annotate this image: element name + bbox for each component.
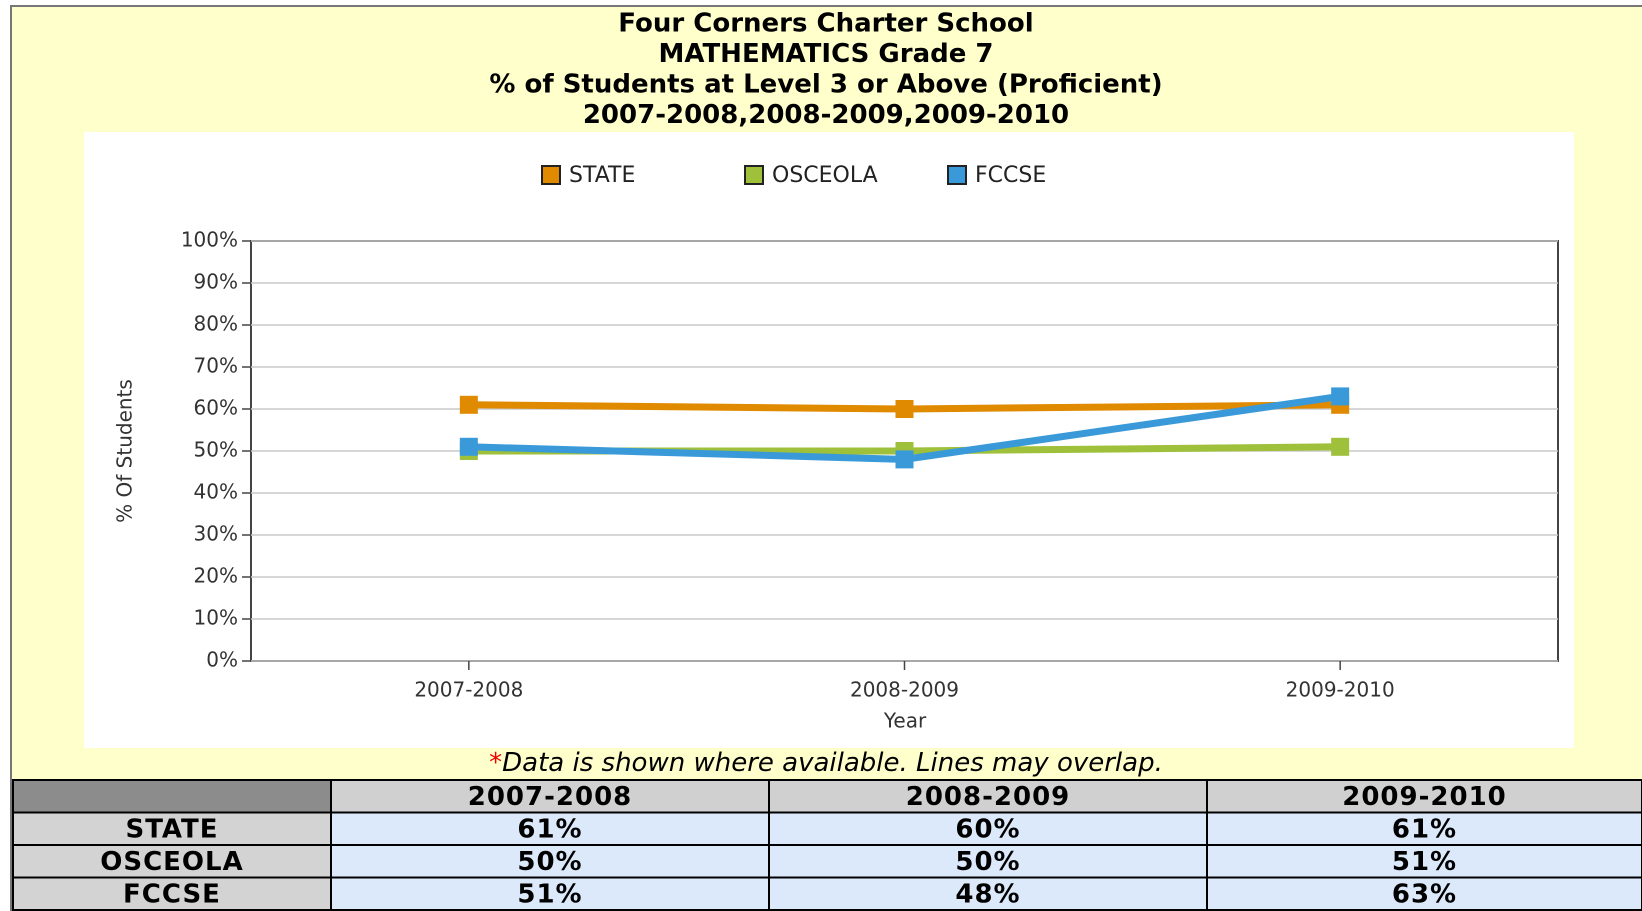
table-row-label: OSCEOLA (100, 847, 243, 877)
x-tick-label: 2007-2008 (414, 678, 523, 702)
point-marker (459, 437, 478, 456)
chart-title: Four Corners Charter School (618, 9, 1033, 39)
point-marker (1331, 437, 1350, 456)
table-value: 51% (517, 879, 582, 909)
y-tick-label: 70% (194, 354, 238, 378)
note-mark: * (489, 748, 502, 778)
y-tick-label: 30% (194, 522, 238, 546)
table-value: 61% (517, 814, 582, 844)
table-value: 50% (955, 847, 1020, 877)
y-tick-label: 50% (194, 438, 238, 462)
y-tick-label: 40% (194, 480, 238, 504)
y-tick-label: 0% (206, 648, 238, 672)
table-cell (330, 844, 770, 879)
legend-swatch (541, 165, 561, 185)
table-cell (330, 876, 770, 911)
table-cell (1206, 811, 1642, 846)
legend-label: OSCEOLA (772, 163, 878, 188)
table-value: 60% (955, 814, 1020, 844)
legend-label: STATE (569, 163, 635, 188)
chart-title: 2007-2008,2008-2009,2009-2010 (583, 100, 1069, 130)
table-row-label: FCCSE (123, 879, 221, 909)
y-tick-label: 100% (181, 228, 238, 252)
table-value: 50% (517, 847, 582, 877)
table-value: 63% (1392, 879, 1457, 909)
point-marker (895, 400, 914, 418)
table-header: 2009-2010 (1342, 782, 1507, 812)
note: *Data is shown where available. Lines ma… (489, 748, 1163, 778)
table-value: 51% (1392, 847, 1457, 877)
chart-title: MATHEMATICS Grade 7 (658, 39, 993, 69)
legend-label: FCCSE (975, 163, 1046, 188)
x-tick-label: 2008-2009 (850, 678, 959, 702)
chart-title: % of Students at Level 3 or Above (Profi… (489, 70, 1162, 100)
y-tick-label: 10% (194, 606, 238, 630)
table-header: 2008-2009 (906, 782, 1071, 812)
y-axis-label: % Of Students (113, 379, 137, 523)
table-cell (12, 779, 332, 814)
table-row-label: STATE (125, 814, 218, 844)
y-tick-label: 80% (194, 312, 238, 336)
table-cell (768, 876, 1208, 911)
y-tick-label: 90% (194, 270, 238, 294)
x-axis-label: Year (883, 709, 927, 733)
chart-area (84, 132, 1574, 748)
point-marker (459, 395, 478, 414)
table-cell (1206, 844, 1642, 879)
table-cell (12, 876, 332, 911)
y-tick-label: 20% (194, 564, 238, 588)
table-header: 2007-2008 (468, 782, 633, 812)
point-marker (895, 450, 914, 469)
table-value: 48% (955, 879, 1020, 909)
note-text: Data is shown where available. Lines may… (502, 748, 1163, 778)
point-marker (1331, 387, 1350, 406)
table-value: 61% (1392, 814, 1457, 844)
x-tick-label: 2009-2010 (1286, 678, 1395, 702)
legend-swatch (947, 165, 967, 185)
legend-swatch (744, 165, 764, 185)
data-table: 2007-2008 2008-2009 2009-2010 STATE 61% 60% 61… (12, 779, 1642, 911)
table-cell (1206, 876, 1642, 911)
y-tick-label: 60% (194, 396, 238, 420)
